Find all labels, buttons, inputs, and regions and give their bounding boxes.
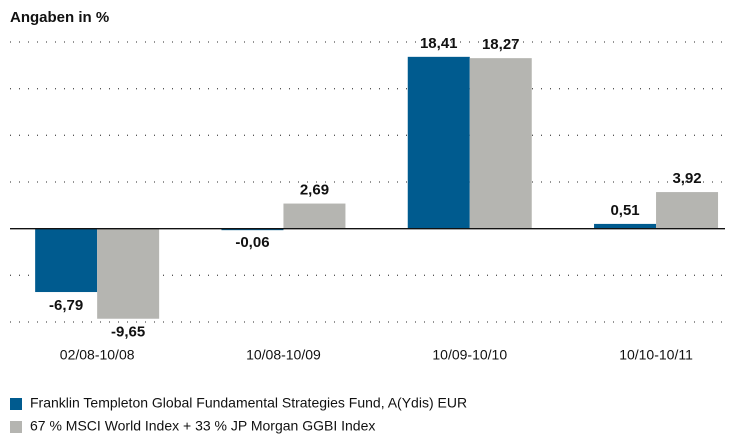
bar — [35, 228, 98, 293]
value-label: -0,06 — [235, 234, 269, 251]
bar — [221, 228, 284, 231]
value-label: -9,65 — [111, 324, 145, 341]
bar — [97, 228, 160, 319]
x-tick-label: 10/08-10/09 — [246, 347, 321, 363]
value-label: 3,92 — [672, 170, 701, 187]
legend-swatch — [10, 398, 22, 410]
value-label: 18,27 — [482, 36, 520, 53]
value-label: -6,79 — [49, 297, 83, 314]
value-label: 0,51 — [610, 202, 639, 219]
legend-swatch — [10, 421, 22, 433]
bar — [594, 223, 657, 229]
bar — [283, 203, 346, 229]
bar — [469, 58, 532, 229]
legend-label: 67 % MSCI World Index + 33 % JP Morgan G… — [30, 418, 375, 434]
bar — [656, 192, 719, 229]
x-tick-label: 10/10-10/11 — [619, 347, 693, 363]
legend-label: Franklin Templeton Global Fundamental St… — [30, 395, 467, 411]
bar — [407, 56, 470, 229]
value-label: 2,69 — [300, 182, 329, 199]
x-tick-label: 10/09-10/10 — [432, 347, 507, 363]
chart-title: Angaben in % — [10, 9, 109, 26]
value-label: 18,41 — [420, 35, 458, 52]
x-tick-label: 02/08-10/08 — [60, 347, 135, 363]
